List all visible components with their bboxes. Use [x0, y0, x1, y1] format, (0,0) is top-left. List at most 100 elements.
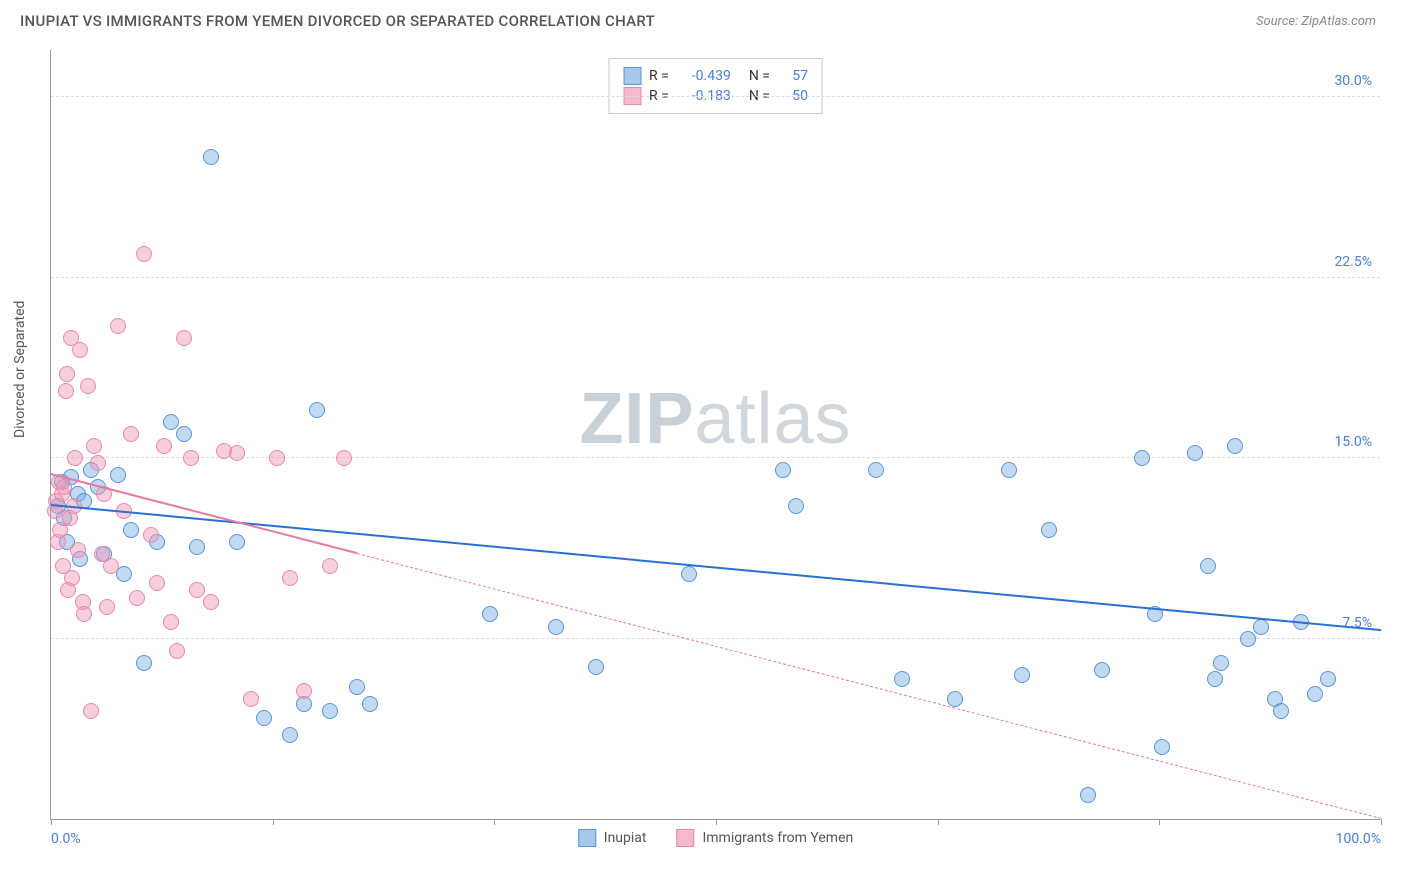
- data-point: [1320, 671, 1336, 687]
- data-point: [282, 727, 298, 743]
- source-label: Source: ZipAtlas.com: [1256, 14, 1376, 29]
- data-point: [176, 426, 192, 442]
- data-point: [189, 582, 205, 598]
- data-point: [143, 527, 159, 543]
- x-tick-mark: [1159, 819, 1160, 825]
- data-point: [681, 566, 697, 582]
- data-point: [70, 542, 86, 558]
- data-point: [76, 606, 92, 622]
- data-point: [56, 479, 72, 495]
- data-point: [72, 342, 88, 358]
- data-point: [1134, 450, 1150, 466]
- data-point: [149, 575, 165, 591]
- data-point: [1253, 619, 1269, 635]
- data-point: [1227, 438, 1243, 454]
- data-point: [58, 383, 74, 399]
- data-point: [362, 696, 378, 712]
- data-point: [163, 614, 179, 630]
- data-point: [129, 590, 145, 606]
- data-point: [1154, 739, 1170, 755]
- data-point: [189, 539, 205, 555]
- data-point: [59, 366, 75, 382]
- x-tick-mark: [494, 819, 495, 825]
- gridline: [51, 638, 1380, 639]
- series-legend: Inupiat Immigrants from Yemen: [578, 829, 853, 847]
- y-axis-label: Divorced or Separated: [12, 301, 28, 438]
- legend-swatch: [623, 67, 641, 85]
- legend-swatch: [676, 829, 694, 847]
- data-point: [203, 149, 219, 165]
- x-tick-mark: [938, 819, 939, 825]
- watermark: ZIPatlas: [579, 378, 851, 460]
- stats-legend-box: R =-0.439N =57R =-0.183N =50: [608, 58, 823, 114]
- data-point: [548, 619, 564, 635]
- data-point: [103, 558, 119, 574]
- data-point: [788, 498, 804, 514]
- chart-title: INUPIAT VS IMMIGRANTS FROM YEMEN DIVORCE…: [20, 12, 655, 30]
- trend-line: [51, 504, 1381, 631]
- data-point: [1307, 686, 1323, 702]
- data-point: [309, 402, 325, 418]
- data-point: [123, 522, 139, 538]
- data-point: [1200, 558, 1216, 574]
- data-point: [123, 426, 139, 442]
- stat-n-label: N =: [749, 68, 770, 84]
- data-point: [110, 318, 126, 334]
- data-point: [136, 655, 152, 671]
- data-point: [775, 462, 791, 478]
- data-point: [322, 703, 338, 719]
- data-point: [1094, 662, 1110, 678]
- data-point: [1240, 631, 1256, 647]
- trend-line: [357, 553, 1381, 819]
- data-point: [176, 330, 192, 346]
- data-point: [1080, 787, 1096, 803]
- data-point: [269, 450, 285, 466]
- data-point: [947, 691, 963, 707]
- data-point: [1001, 462, 1017, 478]
- data-point: [1213, 655, 1229, 671]
- data-point: [482, 606, 498, 622]
- gridline: [51, 96, 1380, 97]
- x-tick-mark: [51, 819, 52, 825]
- data-point: [322, 558, 338, 574]
- data-point: [67, 450, 83, 466]
- y-tick-label: 15.0%: [1334, 434, 1372, 450]
- data-point: [243, 691, 259, 707]
- data-point: [894, 671, 910, 687]
- y-tick-label: 22.5%: [1334, 254, 1372, 270]
- x-tick-mark: [1381, 819, 1382, 825]
- data-point: [349, 679, 365, 695]
- chart-plot-area: ZIPatlas R =-0.439N =57R =-0.183N =50 In…: [50, 50, 1380, 820]
- stat-r-label: R =: [649, 68, 669, 84]
- data-point: [1187, 445, 1203, 461]
- data-point: [169, 643, 185, 659]
- gridline: [51, 457, 1380, 458]
- stat-row: R = -0.439 N = 57: [623, 67, 808, 85]
- data-point: [1014, 667, 1030, 683]
- data-point: [183, 450, 199, 466]
- data-point: [90, 455, 106, 471]
- x-tick-mark: [716, 819, 717, 825]
- data-point: [156, 438, 172, 454]
- data-point: [588, 659, 604, 675]
- data-point: [1273, 703, 1289, 719]
- data-point: [99, 599, 115, 615]
- stat-r-value: -0.439: [677, 68, 731, 84]
- data-point: [868, 462, 884, 478]
- data-point: [86, 438, 102, 454]
- data-point: [1041, 522, 1057, 538]
- data-point: [80, 378, 96, 394]
- x-tick-mark: [273, 819, 274, 825]
- data-point: [336, 450, 352, 466]
- data-point: [229, 445, 245, 461]
- legend-item: Immigrants from Yemen: [676, 829, 853, 847]
- legend-label: Immigrants from Yemen: [702, 830, 853, 846]
- data-point: [282, 570, 298, 586]
- legend-item: Inupiat: [578, 829, 647, 847]
- y-tick-label: 30.0%: [1334, 73, 1372, 89]
- data-point: [136, 246, 152, 262]
- x-tick-label: 100.0%: [1336, 831, 1381, 847]
- data-point: [64, 570, 80, 586]
- stat-n-value: 57: [778, 68, 808, 84]
- data-point: [83, 703, 99, 719]
